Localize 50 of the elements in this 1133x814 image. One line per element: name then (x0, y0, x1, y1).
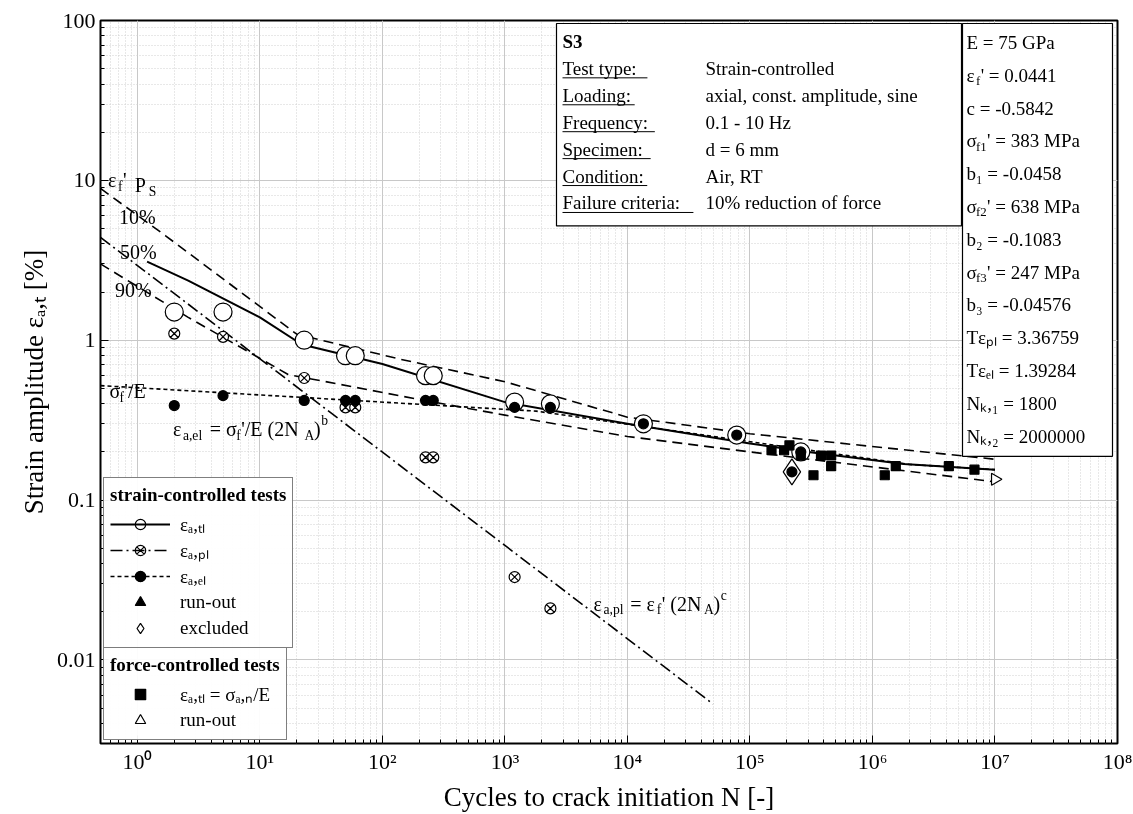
annotation: 0.1 - 10 Hz (705, 111, 791, 133)
x-tick-label: 10⁵ (735, 748, 765, 774)
x-tick-label: 10² (368, 748, 398, 774)
annotation: d = 6 mm (705, 138, 780, 160)
legend-label: run-out (180, 591, 236, 613)
x-tick-label: 10⁴ (612, 748, 643, 774)
legend-label: εₐ,ₜₗ = σₐ,ₙ/E (180, 683, 271, 707)
y-tick-label: 100 (62, 7, 96, 33)
annotation: axial, const. amplitude, sine (705, 84, 918, 106)
annotation: strain-controlled tests (110, 484, 287, 506)
annotation: force-controlled tests (110, 654, 280, 676)
x-tick-label: 10⁰ (122, 748, 153, 774)
annotation: Loading: (562, 84, 632, 106)
legend-label: εₐ,ₑₗ (180, 565, 206, 589)
annotation: b₃ = -0.04576 (966, 294, 1071, 316)
annotation: Strain-controlled (705, 57, 835, 79)
annotation: Condition: (562, 165, 644, 187)
annotation: Nₖ,₁ = 1800 (966, 392, 1057, 414)
annotation: 10% reduction of force (705, 192, 882, 214)
x-tick-label: 10⁸ (1102, 748, 1133, 774)
annotation: Specimen: (562, 138, 643, 160)
x-tick-label: 10¹ (245, 748, 275, 774)
annotation: Air, RT (705, 165, 764, 187)
annotation: b₂ = -0.1083 (966, 228, 1062, 250)
y-axis-title: Strain amplitude εₐ,ₜ [%] (19, 249, 49, 515)
y-tick-label: 0.1 (68, 487, 96, 513)
annotation: Nₖ,₂ = 2000000 (966, 425, 1086, 447)
legend-label: εₐ,ₜₗ (180, 513, 205, 537)
y-tick-label: 0.01 (57, 646, 96, 672)
annotation: Failure criteria: (562, 192, 681, 214)
legend-label: excluded (180, 617, 249, 639)
y-tick-label: 10 (73, 167, 96, 193)
x-tick-label: 10⁷ (980, 748, 1010, 774)
legend-label: run-out (180, 709, 236, 731)
x-tick-label: 10³ (490, 748, 520, 774)
annotation: Tεₑₗ = 1.39284 (966, 360, 1077, 382)
annotation: S3 (562, 30, 583, 52)
x-tick-label: 10⁶ (857, 748, 888, 774)
annotation: Test type: (562, 57, 637, 79)
annotation: 50% (120, 240, 157, 263)
annotation: b₁ = -0.0458 (966, 163, 1062, 185)
y-tick-label: 1 (84, 327, 96, 353)
legend-label: εₐ,ₚₗ (180, 539, 209, 563)
annotation: 10% (119, 205, 156, 228)
annotation: Frequency: (562, 111, 648, 133)
annotation: 90% (115, 278, 152, 301)
annotation: c = -0.5842 (966, 97, 1054, 119)
x-axis-title: Cycles to crack initiation N [-] (443, 781, 775, 812)
annotation: E = 75 GPa (966, 31, 1056, 53)
annotation: Tεₚₗ = 3.36759 (966, 327, 1080, 350)
